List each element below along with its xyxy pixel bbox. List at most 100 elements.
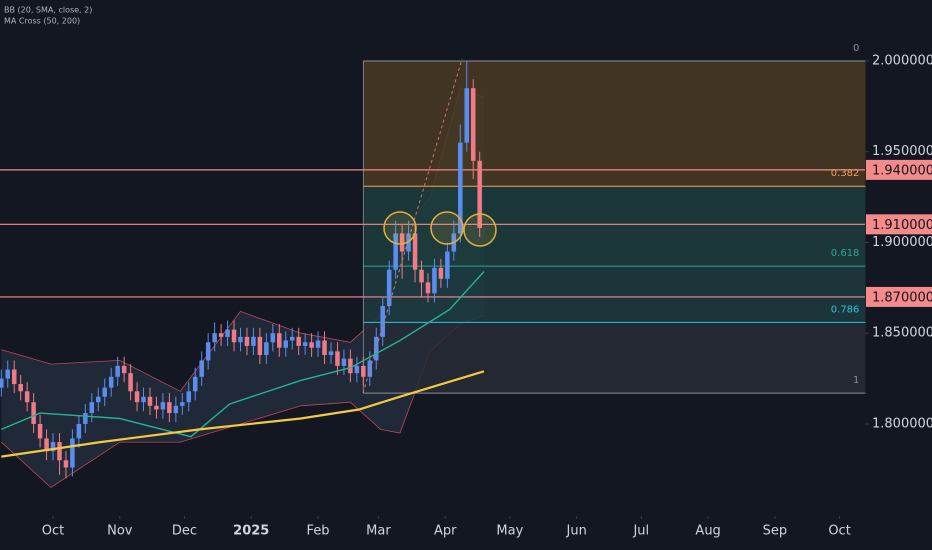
candle-body [470, 88, 476, 161]
candle-body [341, 358, 347, 366]
candle-body [425, 282, 431, 294]
highlight-circle [383, 211, 417, 245]
axes: 2.000000 1.950000 1.900000 1.850000 1.800000… [42, 53, 932, 539]
candle-body [238, 336, 243, 343]
highlight-circle [463, 213, 497, 247]
candle-body [173, 405, 179, 414]
candle-body [11, 369, 17, 385]
price-label: 1.910000 [872, 218, 932, 233]
candle-body [458, 142, 463, 234]
candle-body [419, 269, 424, 283]
lines-layer [1, 271, 485, 458]
y-tick-label: 2.000000 [872, 53, 932, 68]
moving-average [1, 370, 485, 458]
candle-body [380, 306, 385, 337]
candle-body [50, 442, 56, 452]
candle-body [63, 460, 69, 468]
candle-body [445, 251, 450, 279]
fib-zone [363, 60, 866, 187]
candle-body [121, 365, 127, 374]
fib-zone [363, 322, 866, 394]
candle-body [31, 402, 36, 424]
candle-body [270, 333, 276, 343]
candle-body [348, 358, 353, 374]
candle-body [386, 269, 392, 306]
candle-body [322, 340, 327, 356]
candle-body [128, 373, 133, 392]
x-tick-label: Oct [828, 524, 850, 539]
candle-body [24, 391, 30, 403]
candle-body [83, 413, 88, 424]
fib-label: 0.618 [831, 248, 860, 259]
candles-layer [0, 60, 482, 479]
candle-body [309, 342, 314, 348]
candle-body [180, 402, 185, 406]
candle-body [115, 365, 120, 377]
legend-label: MA Cross (50, 200) [4, 17, 80, 26]
candle-body [102, 387, 107, 397]
y-tick-label: 1.900000 [872, 235, 932, 250]
fib-label: 0 [853, 43, 859, 54]
x-tick-label: Dec [172, 524, 197, 539]
candle-body [296, 336, 301, 346]
candle-body [160, 402, 166, 410]
candle-body [37, 423, 43, 439]
x-tick-label: Aug [695, 524, 720, 539]
candle-body [438, 267, 444, 279]
candle-body [199, 360, 204, 377]
candle-body [244, 336, 250, 346]
candle-body [147, 396, 153, 406]
candle-body [354, 365, 360, 374]
candle-body [89, 402, 95, 414]
candle-body [335, 351, 340, 366]
candle-body [315, 340, 321, 348]
candle-body [251, 336, 256, 346]
candle-body [218, 333, 224, 337]
y-tick-label: 1.850000 [872, 326, 932, 341]
fib-label: 0.786 [831, 304, 860, 315]
candle-body [264, 342, 269, 356]
candle-body [283, 340, 289, 348]
price-label-box [866, 214, 932, 235]
x-tick-label: Mar [366, 524, 391, 539]
candle-body [302, 342, 308, 346]
fib-layer: 0 0.382 0.618 0.786 1 [0, 43, 866, 394]
candle-body [57, 442, 62, 461]
x-tick-label: Jun [566, 524, 587, 539]
candle-body [134, 391, 140, 403]
candle-body [212, 333, 217, 343]
annotations [362, 58, 497, 394]
price-label-box [866, 286, 932, 307]
candle-body [5, 369, 11, 379]
moving-average [1, 271, 485, 438]
candle-body [192, 376, 198, 392]
highlight-circle [430, 211, 464, 245]
x-tick-label: Apr [434, 524, 457, 539]
candle-body [393, 233, 398, 270]
candle-body [18, 384, 23, 392]
candle-body [141, 396, 146, 403]
x-tick-label: Nov [107, 524, 133, 539]
candle-body [432, 267, 437, 294]
candle-body [464, 88, 470, 143]
x-tick-label: Feb [307, 524, 330, 539]
candle-body [167, 402, 172, 414]
candle-body [406, 233, 411, 252]
x-tick-label: 2025 [233, 524, 269, 539]
candle-body [477, 160, 482, 228]
candle-body [277, 333, 282, 348]
candle-body [399, 233, 405, 252]
x-tick-label: Jul [632, 524, 649, 539]
candle-body [412, 233, 418, 270]
candle-body [108, 376, 114, 388]
candle-body [231, 329, 237, 343]
price-label: 1.940000 [872, 163, 932, 178]
x-tick-label: Oct [42, 524, 64, 539]
candle-body [289, 336, 295, 341]
candle-body [257, 336, 263, 356]
candle-body [0, 378, 4, 388]
fib-label: 0.382 [831, 168, 860, 179]
x-tick-label: Sep [763, 524, 788, 539]
candle-body [186, 391, 192, 403]
